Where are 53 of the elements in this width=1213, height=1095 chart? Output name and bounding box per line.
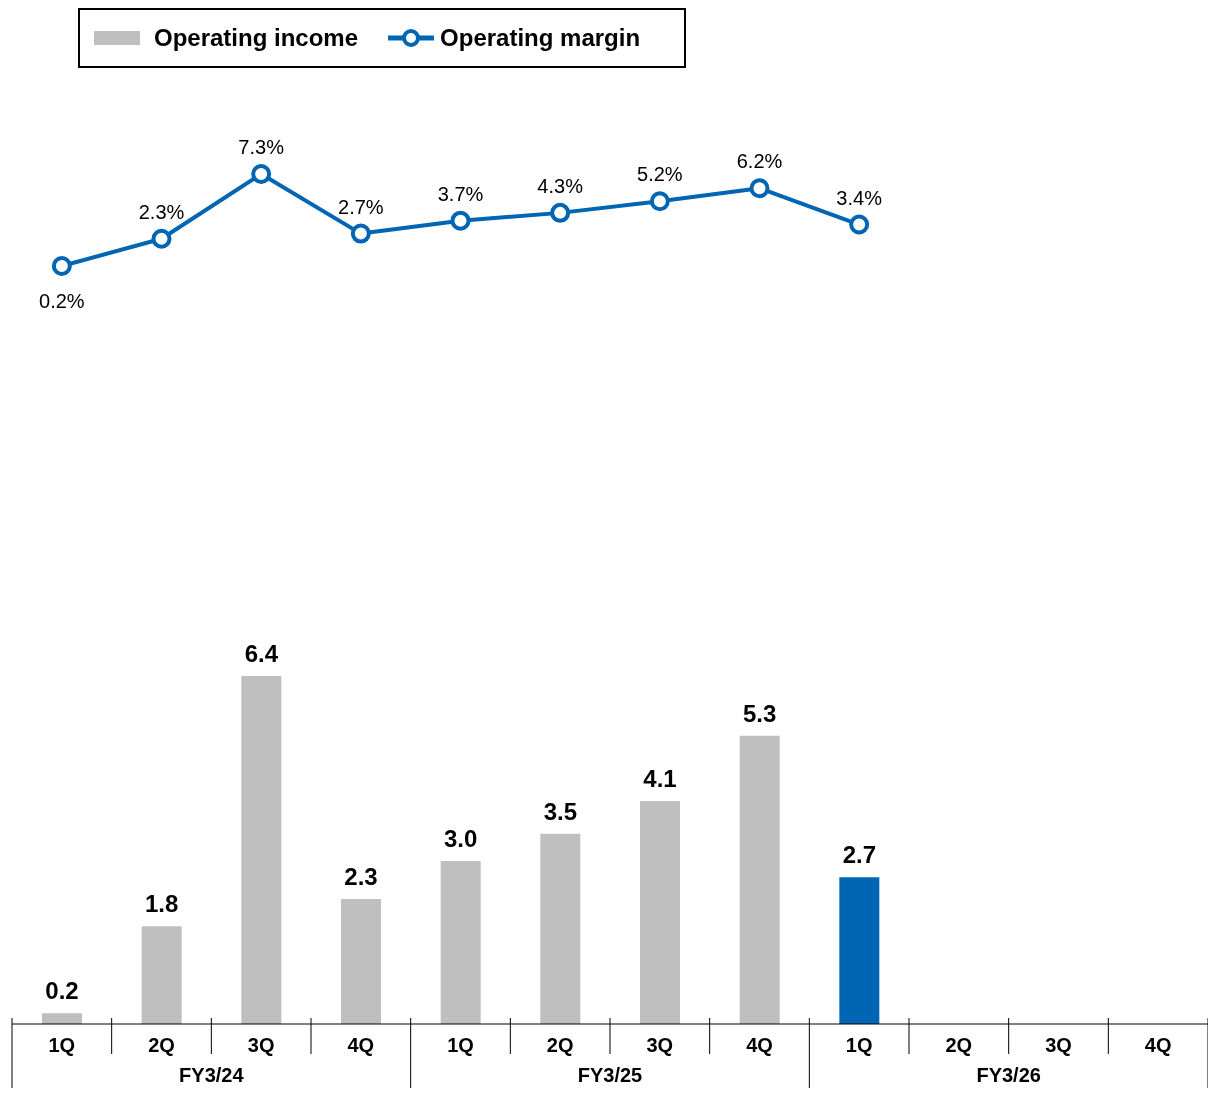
point [151,228,172,249]
point [550,202,571,223]
x-tick-label: 2Q [546,1034,574,1056]
data-label: 7.3% [238,136,285,158]
data-label: 4.3% [537,174,584,197]
data-label: 0.2% [39,290,85,312]
x-tick-label: 4Q [746,1034,773,1056]
data-label: 6.4 [244,640,279,667]
bar [440,860,481,1024]
x-tick-label: 2Q [148,1034,175,1056]
legend-label: Operating margin [440,24,641,52]
data-label: 6.2% [736,150,783,173]
data-label: 5.3 [742,699,777,727]
point [649,191,670,212]
point [51,256,72,276]
x-tick-label: 1Q [845,1034,873,1056]
text: FY3/26 [976,1064,1041,1086]
bar [42,1013,82,1024]
x-tick-label: 3Q [247,1034,275,1056]
point [450,210,471,231]
x-tick-label: 3Q [1045,1034,1072,1056]
text: FY3/24 [179,1064,245,1086]
bar [141,926,182,1024]
x-tick-label: 1Q [48,1034,76,1056]
data-label: 2.3% [138,200,185,223]
data-label: 3.4% [836,186,883,209]
legend-label: Operating income [154,24,359,52]
data-label: 2.3 [344,862,378,890]
data-label: 5.2% [637,163,683,186]
data-label: 3.0 [443,824,478,852]
x-tick-label: 2Q [945,1034,973,1056]
text: FY3/25 [577,1064,643,1086]
bar [540,833,581,1024]
bar [640,801,680,1024]
x-tick-label: 4Q [347,1034,375,1056]
data-label: 2.7 [842,841,877,869]
point [749,178,770,199]
bar [739,735,780,1024]
data-label: 3.5 [543,797,578,825]
data-label: 4.1 [643,765,677,793]
data-label: 1.8 [144,890,179,918]
bar [241,676,282,1024]
point [849,214,870,235]
x-tick-label: 4Q [1144,1034,1172,1056]
x-tick-label: 1Q [447,1034,474,1056]
data-label: 3.7% [437,182,484,205]
x-tick-label: 3Q [646,1034,674,1056]
point [350,223,371,244]
bar [341,898,381,1024]
point [251,164,272,184]
data-label: 0.2 [45,977,79,1005]
data-label: 2.7% [338,195,384,218]
bar [839,877,880,1024]
